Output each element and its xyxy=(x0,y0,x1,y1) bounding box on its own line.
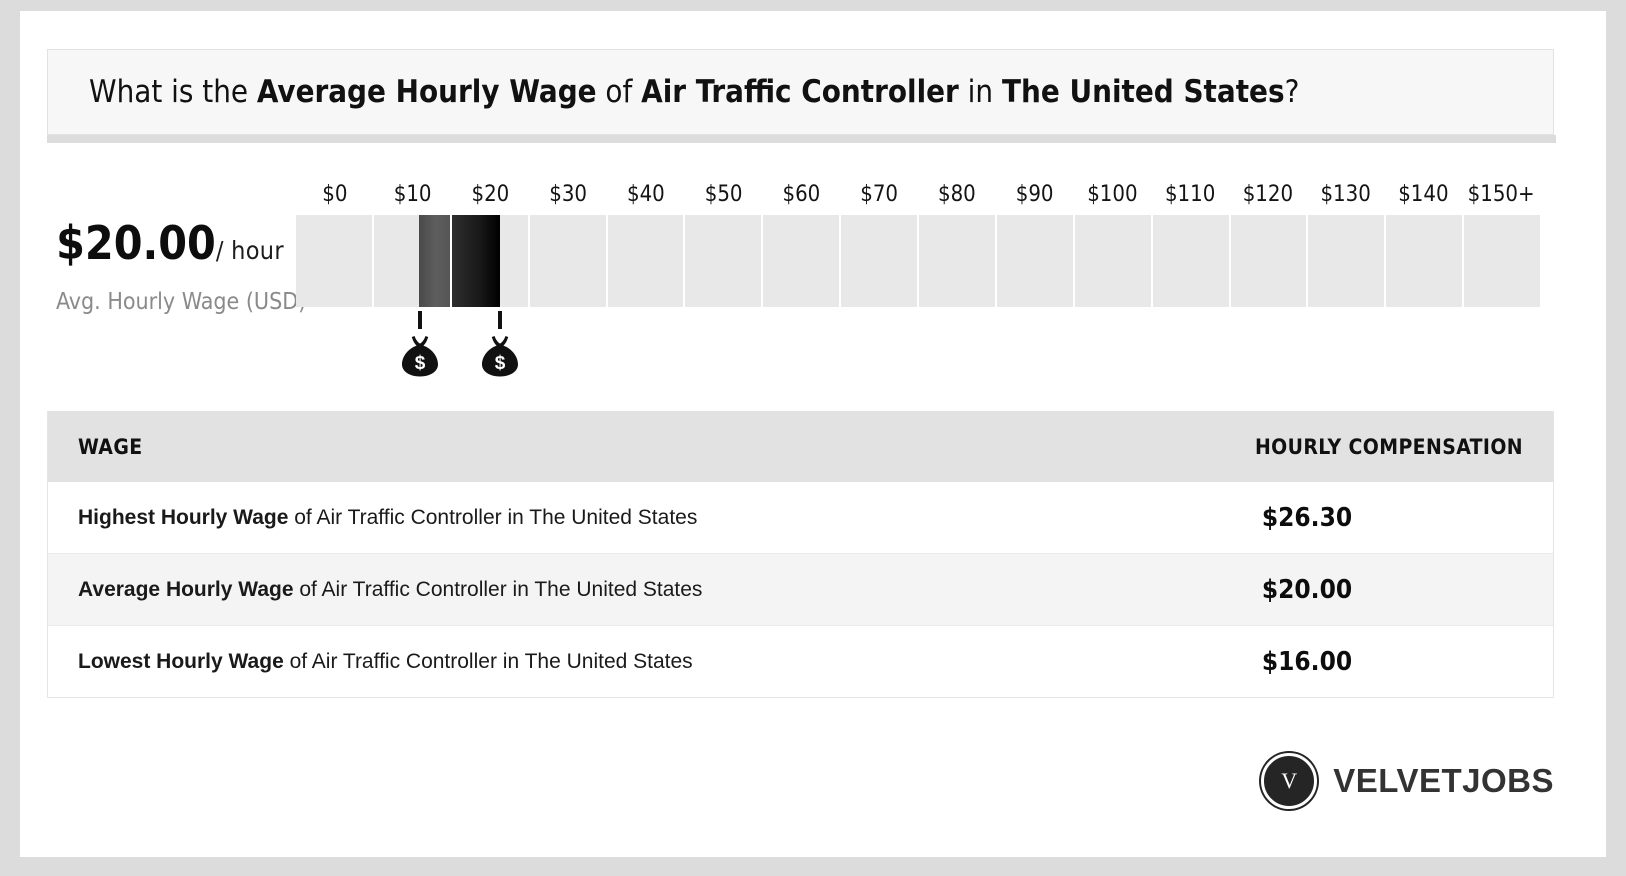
average-wage-value: $20.00/ hour xyxy=(56,217,284,277)
marker-stem xyxy=(418,311,423,329)
money-bag-icon: $ xyxy=(478,335,522,377)
scale-cell-40 xyxy=(607,215,684,307)
axis-tick-label-9: $90 xyxy=(1015,182,1054,207)
velvetjobs-logo[interactable]: V VELVETJOBS xyxy=(1261,753,1554,809)
brand-mark-letter: V xyxy=(1281,768,1298,793)
axis-tick-label-3: $30 xyxy=(549,182,588,207)
table-row: Lowest Hourly Wage of Air Traffic Contro… xyxy=(48,626,1553,697)
wage-label-emphasis: Lowest Hourly Wage xyxy=(78,649,284,673)
axis-tick-label-2: $20 xyxy=(471,182,510,207)
column-header-hourly-compensation: HOURLY COMPENSATION xyxy=(1254,434,1523,459)
wage-table: WAGE HOURLY COMPENSATION Highest Hourly … xyxy=(47,411,1554,698)
velvetjobs-badge-icon: V xyxy=(1261,753,1318,809)
average-wage-caption: Avg. Hourly Wage (USD) xyxy=(56,289,307,315)
column-header-wage: WAGE xyxy=(78,434,143,459)
question-banner: What is the Average Hourly Wage of Air T… xyxy=(47,49,1554,135)
wage-label-emphasis: Average Hourly Wage xyxy=(78,577,294,601)
scale-cell-120 xyxy=(1230,215,1307,307)
table-cell-hourly-compensation: $26.30 xyxy=(1261,502,1353,533)
range-segment-average-to-highest xyxy=(451,215,500,307)
svg-text:$: $ xyxy=(495,353,506,374)
title-job: Air Traffic Controller xyxy=(641,74,959,110)
axis-tick-label-11: $110 xyxy=(1164,182,1216,207)
axis-tick-label-0: $0 xyxy=(322,182,348,207)
scale-cell-140 xyxy=(1386,215,1463,307)
axis-tick-label-7: $70 xyxy=(860,182,899,207)
scale-cell-60 xyxy=(763,215,840,307)
page-title: What is the Average Hourly Wage of Air T… xyxy=(48,74,1299,110)
title-suffix: ? xyxy=(1284,74,1300,110)
average-wage-amount: $20.00 xyxy=(56,216,216,270)
scale-cell-0 xyxy=(296,215,372,307)
average-wage-unit: / hour xyxy=(215,236,284,265)
scale-cell-130 xyxy=(1308,215,1385,307)
summary-value-block: $20.00/ hour Avg. Hourly Wage (USD) xyxy=(56,217,307,315)
axis-tick-label-15: $150+ xyxy=(1467,182,1535,207)
axis-tick-label-6: $60 xyxy=(782,182,821,207)
axis-tick-label-13: $130 xyxy=(1320,182,1371,207)
axis-tick-label-8: $80 xyxy=(937,182,976,207)
scale-cell-20 xyxy=(451,215,528,307)
axis-tick-label-1: $10 xyxy=(393,182,432,207)
title-mid: of xyxy=(596,74,642,110)
wage-label-emphasis: Highest Hourly Wage xyxy=(78,505,289,529)
scale-cell-80 xyxy=(919,215,995,307)
range-segment-lowest-to-average xyxy=(419,215,450,307)
table-cell-hourly-compensation: $16.00 xyxy=(1261,646,1353,677)
title-mid2: in xyxy=(958,74,1002,110)
svg-text:$: $ xyxy=(415,353,426,374)
axis-tick-labels: $0 $10 $20 $30 $40 $50 $60 $70 $80 $90 $100 $110 $12… xyxy=(296,181,1540,209)
scale-cell-30 xyxy=(529,215,606,307)
table-cell-wage-label: Average Hourly Wage of Air Traffic Contr… xyxy=(48,578,1117,602)
title-location: The United States xyxy=(1001,74,1285,110)
banner-shadow xyxy=(47,135,1556,143)
wage-label-rest: of Air Traffic Controller in The United … xyxy=(293,577,703,601)
table-body: Highest Hourly Wage of Air Traffic Contr… xyxy=(48,482,1553,697)
axis-tick-label-10: $100 xyxy=(1087,182,1138,207)
table-cell-wage-label: Highest Hourly Wage of Air Traffic Contr… xyxy=(48,506,1117,530)
marker-stem xyxy=(498,311,503,329)
report-card: What is the Average Hourly Wage of Air T… xyxy=(20,11,1606,857)
table-header-row: WAGE HOURLY COMPENSATION xyxy=(48,411,1553,482)
highest-wage-marker: $ xyxy=(478,311,522,377)
scale-cell-10 xyxy=(373,215,450,307)
scale-cell-50 xyxy=(685,215,762,307)
scale-cell-70 xyxy=(841,215,917,307)
axis-tick-label-14: $140 xyxy=(1398,182,1449,207)
lowest-wage-marker: $ xyxy=(398,311,442,377)
scale-cell-150 xyxy=(1464,215,1540,307)
wage-range-track xyxy=(296,215,1540,307)
axis-tick-label-12: $120 xyxy=(1242,182,1294,207)
scale-cell-110 xyxy=(1152,215,1229,307)
money-bag-icon: $ xyxy=(398,335,442,377)
wage-label-rest: of Air Traffic Controller in The United … xyxy=(283,649,693,673)
axis-tick-label-4: $40 xyxy=(626,182,665,207)
table-cell-wage-label: Lowest Hourly Wage of Air Traffic Contro… xyxy=(48,650,1117,674)
wage-label-rest: of Air Traffic Controller in The United … xyxy=(288,505,698,529)
scale-cell-100 xyxy=(1074,215,1151,307)
scale-cell-90 xyxy=(996,215,1073,307)
table-cell-hourly-compensation: $20.00 xyxy=(1261,574,1353,605)
axis-tick-label-5: $50 xyxy=(704,182,743,207)
brand-name: VELVETJOBS xyxy=(1333,762,1554,799)
table-row: Highest Hourly Wage of Air Traffic Contr… xyxy=(48,482,1553,554)
table-row: Average Hourly Wage of Air Traffic Contr… xyxy=(48,554,1553,626)
title-prefix: What is the xyxy=(89,74,257,110)
title-metric: Average Hourly Wage xyxy=(256,74,597,110)
